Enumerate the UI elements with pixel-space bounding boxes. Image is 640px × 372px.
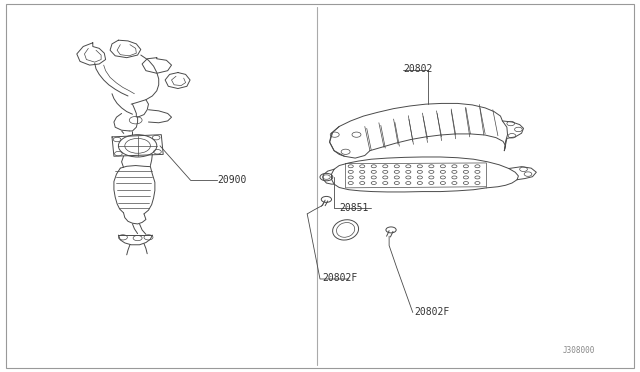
Text: J308000: J308000 (563, 346, 595, 355)
Text: 20802: 20802 (403, 64, 433, 74)
Text: 20851: 20851 (339, 203, 369, 212)
Text: 20802F: 20802F (415, 307, 450, 317)
Text: 20900: 20900 (218, 176, 247, 185)
Text: 20802F: 20802F (322, 273, 357, 283)
